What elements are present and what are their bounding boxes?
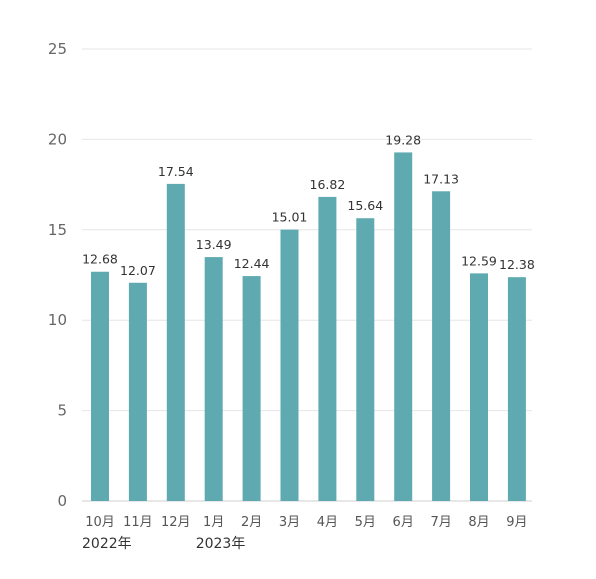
data-label: 13.49 — [196, 237, 232, 252]
data-label: 12.68 — [82, 252, 118, 267]
data-label: 12.44 — [234, 256, 270, 271]
bar — [128, 282, 147, 501]
data-label: 17.13 — [423, 171, 459, 186]
y-tick-label: 0 — [57, 492, 67, 510]
y-tick-label: 15 — [48, 221, 67, 239]
y-tick-label: 25 — [48, 40, 67, 58]
x-tick-label: 2月 — [241, 515, 262, 530]
bar — [318, 196, 337, 501]
y-tick-label: 10 — [48, 311, 67, 329]
bar — [204, 257, 223, 501]
x-tick-label: 7月 — [430, 515, 451, 530]
year-label: 2023年 — [196, 536, 246, 552]
data-label: 15.01 — [272, 210, 308, 225]
x-tick-label: 12月 — [161, 515, 191, 530]
year-label: 2022年 — [82, 536, 132, 552]
bar — [91, 271, 109, 501]
year-labels: 2022年 2023年 — [82, 536, 245, 552]
y-axis-ticks: 0 5 10 15 20 25 — [48, 40, 67, 510]
bar — [470, 273, 488, 501]
x-axis-ticks: 10月 11月 12月 1月 2月 3月 4月 5月 6月 7月 8月 9月 — [85, 515, 527, 530]
data-label: 15.64 — [347, 198, 383, 213]
bars — [91, 152, 526, 501]
bar — [394, 152, 413, 501]
data-label: 12.07 — [120, 263, 156, 278]
y-tick-label: 5 — [57, 402, 67, 420]
bar — [356, 218, 375, 501]
bar — [242, 276, 261, 501]
bar — [280, 229, 299, 501]
x-tick-label: 3月 — [279, 515, 300, 530]
gridlines — [82, 48, 532, 502]
data-label: 19.28 — [385, 132, 421, 147]
data-label: 12.38 — [499, 257, 535, 272]
bar — [432, 191, 451, 501]
x-tick-label: 1月 — [203, 515, 224, 530]
x-tick-label: 8月 — [468, 515, 489, 530]
x-tick-label: 6月 — [393, 515, 414, 530]
data-label: 17.54 — [158, 164, 194, 179]
data-label: 12.59 — [461, 253, 497, 268]
y-tick-label: 20 — [48, 130, 67, 148]
bar — [166, 183, 185, 501]
x-tick-label: 9月 — [506, 515, 527, 530]
bar — [507, 277, 526, 501]
x-tick-label: 5月 — [355, 515, 376, 530]
x-tick-label: 11月 — [123, 515, 153, 530]
x-tick-label: 10月 — [85, 515, 115, 530]
x-tick-label: 4月 — [317, 515, 338, 530]
data-label: 16.82 — [310, 177, 346, 192]
